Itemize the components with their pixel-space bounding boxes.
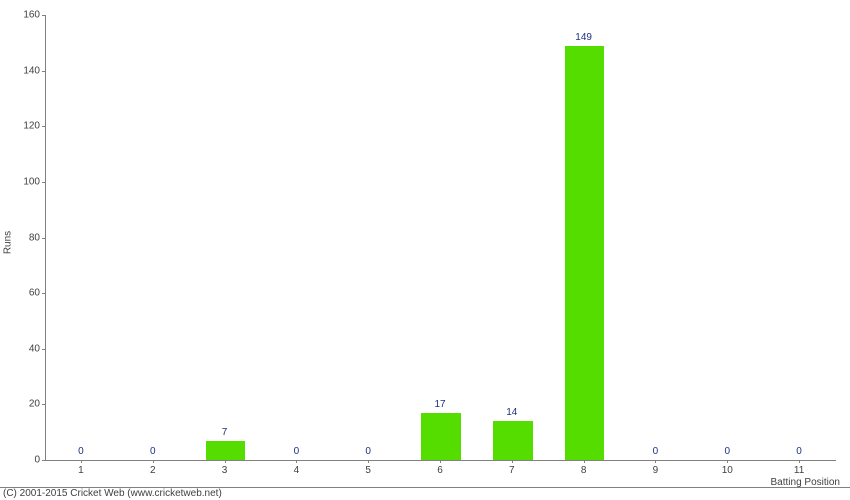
y-tick-mark: [42, 15, 45, 16]
bar-value-label: 14: [492, 407, 532, 418]
y-tick-label: 0: [10, 455, 40, 466]
bar: [421, 413, 461, 460]
bar-value-label: 149: [564, 32, 604, 43]
bar-value-label: 0: [635, 446, 675, 457]
x-tick-mark: [655, 460, 656, 463]
x-tick-mark: [225, 460, 226, 463]
bar-value-label: 7: [205, 427, 245, 438]
x-tick-mark: [296, 460, 297, 463]
bar-value-label: 0: [707, 446, 747, 457]
x-tick-label: 5: [365, 465, 371, 476]
x-tick-label: 4: [294, 465, 300, 476]
x-tick-label: 8: [581, 465, 587, 476]
x-tick-mark: [727, 460, 728, 463]
y-tick-mark: [42, 404, 45, 405]
y-tick-label: 140: [10, 65, 40, 76]
y-tick-label: 20: [10, 399, 40, 410]
y-tick-label: 160: [10, 10, 40, 21]
x-tick-label: 9: [653, 465, 659, 476]
y-tick-label: 100: [10, 176, 40, 187]
y-tick-label: 60: [10, 288, 40, 299]
x-tick-mark: [512, 460, 513, 463]
x-tick-label: 2: [150, 465, 156, 476]
bar: [565, 46, 605, 460]
x-tick-label: 6: [437, 465, 443, 476]
x-tick-mark: [368, 460, 369, 463]
chart-container: 020406080100120140160 1234567891011 Runs…: [0, 0, 850, 500]
y-axis-title: Runs: [3, 231, 14, 254]
y-tick-mark: [42, 349, 45, 350]
y-tick-mark: [42, 126, 45, 127]
x-tick-mark: [81, 460, 82, 463]
y-tick-mark: [42, 460, 45, 461]
y-tick-mark: [42, 71, 45, 72]
y-tick-label: 120: [10, 121, 40, 132]
bar: [493, 421, 533, 460]
y-tick-mark: [42, 238, 45, 239]
y-tick-mark: [42, 293, 45, 294]
y-tick-label: 40: [10, 343, 40, 354]
x-tick-label: 11: [794, 465, 804, 476]
plot-area: [45, 15, 836, 461]
x-tick-label: 3: [222, 465, 228, 476]
footer-copyright: (C) 2001-2015 Cricket Web (www.cricketwe…: [0, 487, 850, 500]
x-tick-label: 10: [722, 465, 733, 476]
x-tick-mark: [584, 460, 585, 463]
x-tick-label: 7: [509, 465, 515, 476]
x-tick-label: 1: [78, 465, 84, 476]
bar-value-label: 0: [61, 446, 101, 457]
x-tick-mark: [153, 460, 154, 463]
y-tick-label: 80: [10, 232, 40, 243]
y-tick-mark: [42, 182, 45, 183]
bar-value-label: 0: [779, 446, 819, 457]
bar-value-label: 0: [348, 446, 388, 457]
x-tick-mark: [799, 460, 800, 463]
bar-value-label: 0: [276, 446, 316, 457]
bar-value-label: 0: [133, 446, 173, 457]
x-tick-mark: [440, 460, 441, 463]
bar-value-label: 17: [420, 399, 460, 410]
bar: [206, 441, 246, 460]
